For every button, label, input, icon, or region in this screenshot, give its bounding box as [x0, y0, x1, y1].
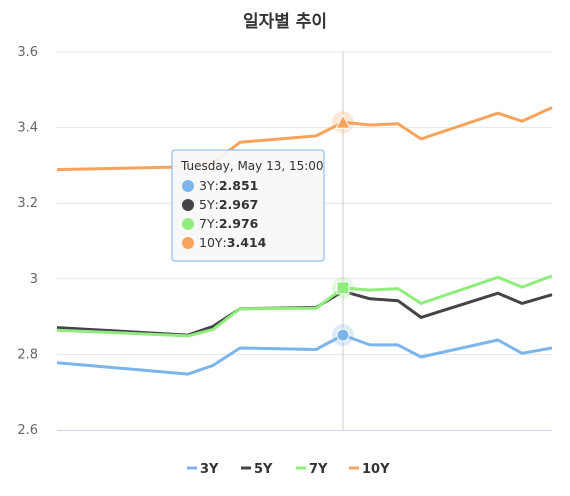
tooltip-row-3y: 3Y: 2.851 [182, 178, 258, 193]
y-tick-label: 2.8 [17, 347, 38, 362]
tooltip-value: 2.976 [219, 216, 259, 231]
series-line-7y[interactable] [56, 274, 553, 338]
tooltip-header: Tuesday, May 13, 15:00 [180, 159, 324, 173]
legend-label: 7Y [309, 462, 328, 477]
tooltip-swatch [182, 237, 194, 249]
y-tick-label: 3.2 [17, 196, 38, 211]
legend-item-10y[interactable]: 10Y [349, 462, 390, 477]
series-line-3y[interactable] [56, 333, 553, 376]
y-axis-ticks: 2.6 2.8 3 3.2 3.4 3.6 [17, 45, 38, 438]
tooltip-series-name: 5Y [199, 197, 215, 212]
y-tick-label: 3.4 [17, 121, 38, 136]
legend-item-7y[interactable]: 7Y [296, 462, 328, 477]
legend-label: 5Y [254, 462, 273, 477]
marker-7y [336, 281, 350, 295]
legend-label: 10Y [362, 462, 390, 477]
legend-label: 3Y [200, 462, 219, 477]
marker-3y [336, 328, 350, 342]
series-line-5y[interactable] [56, 289, 553, 337]
tooltip-box [171, 149, 325, 262]
tooltip-row-5y: 5Y: 2.967 [182, 197, 258, 212]
tooltip-rows: 3Y: 2.851 5Y: 2.967 7Y: 2.976 10Y: 3.414 [182, 178, 267, 250]
tooltip-row-10y: 10Y: 3.414 [182, 235, 267, 250]
tooltip-colon: : [215, 197, 219, 212]
tooltip-series-name: 3Y [199, 178, 215, 193]
legend-item-3y[interactable]: 3Y [187, 462, 219, 477]
tooltip-swatch [182, 218, 194, 230]
tooltip-value: 2.851 [219, 178, 259, 193]
tooltip-value: 3.414 [227, 235, 267, 250]
tooltip: Tuesday, May 13, 15:00 3Y: 2.851 5Y: 2.96… [171, 149, 325, 262]
y-tick-label: 3.6 [17, 45, 38, 60]
y-tick-label: 2.6 [17, 423, 38, 438]
tooltip-series-name: 7Y [199, 216, 215, 231]
chart-title: 일자별 추이 [243, 12, 327, 32]
tooltip-colon: : [215, 178, 219, 193]
tooltip-colon: : [223, 235, 227, 250]
tooltip-swatch [182, 180, 194, 192]
tooltip-colon: : [215, 216, 219, 231]
tooltip-row-7y: 7Y: 2.976 [182, 216, 259, 231]
tooltip-value: 2.967 [219, 197, 259, 212]
y-tick-label: 3 [30, 272, 38, 287]
tooltip-swatch [182, 199, 194, 211]
legend[interactable]: 3Y 5Y 7Y 10Y [187, 462, 390, 477]
hover-markers [332, 111, 354, 347]
marker-10y [335, 114, 351, 129]
legend-item-5y[interactable]: 5Y [241, 462, 273, 477]
tooltip-series-name: 10Y [199, 235, 223, 250]
